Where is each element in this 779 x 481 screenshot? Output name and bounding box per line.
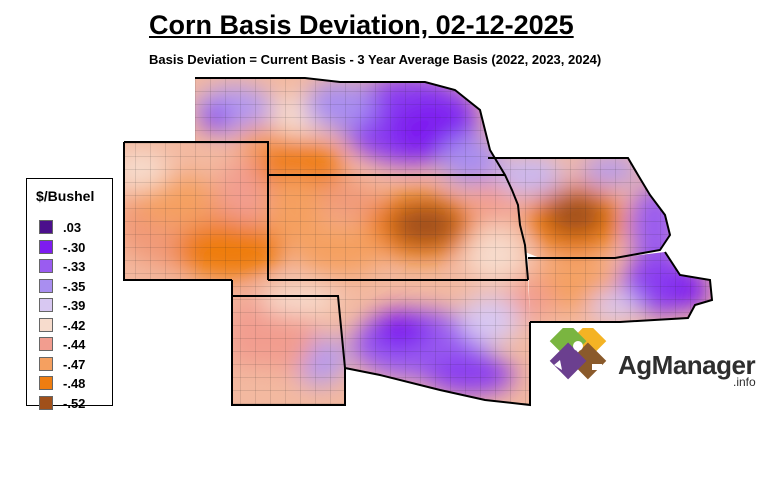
legend-label: -.52 [63,395,86,411]
agmanager-logo [549,328,607,394]
legend-label: .03 [63,220,82,235]
legend-swatch [39,259,53,273]
legend-label: -.39 [63,298,86,313]
legend: $/Bushel .03 -.30 -.33 -.35 -.39 -.42 -.44 -.47… [26,178,113,411]
legend-swatch [39,395,53,410]
legend-swatch [39,376,53,390]
legend-label: -.33 [63,259,86,274]
map-title: Corn Basis Deviation, 02-12-2025 [149,10,574,40]
legend-label: -.42 [63,317,86,333]
legend-swatch [39,298,53,312]
map-subtitle: Basis Deviation = Current Basis - 3 Year… [149,52,602,67]
legend-swatch [39,356,53,371]
legend-label: -.30 [63,239,86,255]
legend-swatch [39,337,53,351]
legend-label: -.48 [63,376,86,391]
legend-label: -.47 [63,356,86,372]
legend-title: $/Bushel [36,188,95,204]
legend-swatch [39,239,53,254]
legend-swatch [39,278,53,293]
legend-swatch [39,317,53,332]
logo-wordmark: AgManager [618,350,756,380]
logo-tld: .info [733,375,756,389]
legend-label: -.35 [63,278,86,294]
legend-label: -.44 [63,337,86,352]
legend-swatch [39,220,53,234]
state-borders [123,77,714,407]
